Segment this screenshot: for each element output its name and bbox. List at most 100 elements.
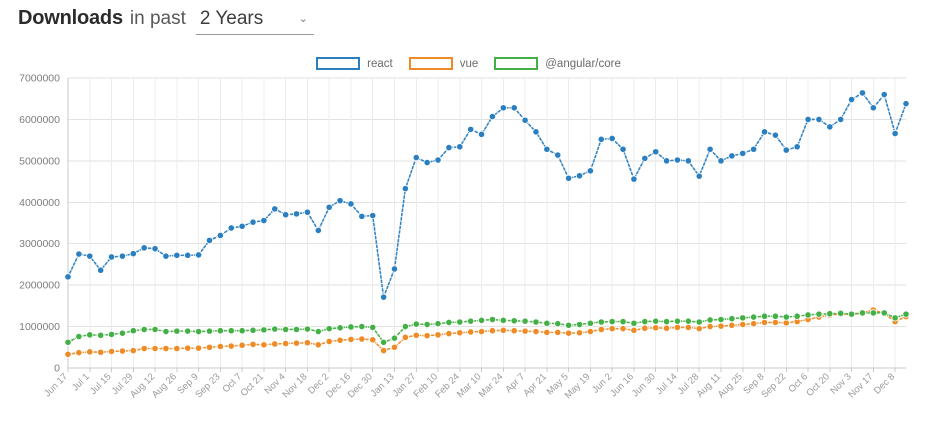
data-point-angularcore[interactable]: [662, 318, 671, 326]
data-point-angularcore[interactable]: [64, 338, 72, 346]
data-point-react[interactable]: [107, 253, 116, 261]
data-point-angularcore[interactable]: [303, 325, 312, 333]
data-point-react[interactable]: [673, 156, 682, 164]
data-point-angularcore[interactable]: [673, 317, 682, 325]
data-point-vue[interactable]: [477, 327, 486, 336]
data-point-vue[interactable]: [554, 328, 562, 336]
data-point-vue[interactable]: [194, 344, 203, 352]
data-point-angularcore[interactable]: [760, 312, 769, 320]
data-point-react[interactable]: [129, 250, 137, 258]
data-point-vue[interactable]: [369, 336, 377, 344]
data-point-angularcore[interactable]: [390, 334, 399, 342]
data-point-react[interactable]: [205, 236, 214, 244]
data-point-vue[interactable]: [456, 329, 464, 337]
data-point-angularcore[interactable]: [847, 310, 856, 318]
data-point-angularcore[interactable]: [401, 322, 409, 331]
data-point-react[interactable]: [891, 129, 899, 138]
data-point-react[interactable]: [586, 167, 594, 175]
data-point-angularcore[interactable]: [608, 318, 616, 326]
data-point-react[interactable]: [499, 104, 507, 112]
data-point-vue[interactable]: [401, 333, 409, 341]
data-point-vue[interactable]: [260, 341, 268, 349]
data-point-react[interactable]: [902, 100, 910, 108]
data-point-react[interactable]: [238, 222, 246, 230]
data-point-vue[interactable]: [249, 340, 257, 348]
data-point-vue[interactable]: [510, 327, 518, 335]
data-point-angularcore[interactable]: [706, 316, 714, 324]
data-point-vue[interactable]: [706, 322, 714, 331]
data-point-react[interactable]: [64, 273, 72, 281]
data-point-vue[interactable]: [75, 349, 83, 357]
data-point-react[interactable]: [728, 152, 736, 160]
data-point-vue[interactable]: [630, 326, 638, 334]
data-point-angularcore[interactable]: [173, 327, 181, 335]
data-point-vue[interactable]: [97, 348, 105, 356]
data-point-vue[interactable]: [467, 328, 475, 336]
data-point-angularcore[interactable]: [793, 312, 801, 320]
data-point-vue[interactable]: [717, 322, 725, 330]
data-point-react[interactable]: [510, 104, 518, 112]
data-point-react[interactable]: [641, 154, 649, 162]
data-point-react[interactable]: [86, 252, 94, 260]
data-point-angularcore[interactable]: [205, 327, 214, 335]
data-point-angularcore[interactable]: [815, 310, 823, 318]
data-point-angularcore[interactable]: [227, 327, 235, 335]
data-point-react[interactable]: [532, 128, 540, 136]
data-point-vue[interactable]: [739, 320, 747, 329]
data-point-react[interactable]: [771, 131, 780, 139]
data-point-vue[interactable]: [695, 325, 703, 333]
data-point-angularcore[interactable]: [477, 316, 486, 324]
data-point-react[interactable]: [847, 95, 856, 104]
data-point-vue[interactable]: [586, 327, 594, 336]
data-point-vue[interactable]: [271, 340, 279, 348]
data-point-react[interactable]: [75, 250, 83, 258]
data-point-vue[interactable]: [597, 325, 605, 334]
data-point-angularcore[interactable]: [282, 325, 290, 334]
data-point-angularcore[interactable]: [347, 323, 355, 331]
data-point-angularcore[interactable]: [521, 317, 529, 325]
data-point-vue[interactable]: [543, 328, 551, 336]
data-point-react[interactable]: [271, 205, 279, 213]
data-point-vue[interactable]: [390, 343, 399, 351]
data-point-vue[interactable]: [162, 344, 170, 353]
data-point-react[interactable]: [739, 149, 747, 158]
data-point-react[interactable]: [434, 156, 442, 164]
data-point-angularcore[interactable]: [488, 315, 497, 324]
data-point-vue[interactable]: [358, 335, 366, 343]
data-point-angularcore[interactable]: [619, 318, 627, 326]
data-point-vue[interactable]: [673, 323, 682, 331]
data-point-react[interactable]: [369, 211, 377, 220]
data-point-angularcore[interactable]: [565, 321, 573, 329]
data-point-react[interactable]: [793, 143, 801, 151]
data-point-vue[interactable]: [619, 325, 627, 333]
data-point-react[interactable]: [249, 218, 257, 226]
data-point-vue[interactable]: [118, 347, 127, 355]
data-point-vue[interactable]: [184, 344, 192, 352]
data-point-vue[interactable]: [412, 331, 420, 339]
data-point-angularcore[interactable]: [739, 314, 747, 322]
data-point-react[interactable]: [869, 104, 877, 112]
data-point-react[interactable]: [630, 175, 638, 183]
data-point-vue[interactable]: [380, 346, 388, 355]
data-point-angularcore[interactable]: [543, 319, 551, 327]
data-point-angularcore[interactable]: [902, 310, 910, 318]
data-point-angularcore[interactable]: [652, 317, 660, 325]
data-point-angularcore[interactable]: [314, 327, 322, 336]
data-point-vue[interactable]: [750, 320, 758, 328]
data-point-react[interactable]: [325, 203, 333, 211]
data-point-angularcore[interactable]: [445, 318, 453, 327]
data-point-angularcore[interactable]: [129, 327, 137, 335]
data-point-angularcore[interactable]: [717, 315, 725, 324]
data-point-react[interactable]: [445, 144, 453, 152]
data-point-vue[interactable]: [325, 337, 333, 346]
data-point-angularcore[interactable]: [804, 311, 812, 319]
data-point-angularcore[interactable]: [358, 322, 366, 331]
data-point-vue[interactable]: [499, 326, 507, 334]
data-point-react[interactable]: [684, 157, 692, 165]
data-point-angularcore[interactable]: [140, 325, 148, 334]
data-point-react[interactable]: [706, 145, 714, 153]
data-point-angularcore[interactable]: [184, 327, 192, 335]
data-point-react[interactable]: [118, 252, 127, 260]
data-point-vue[interactable]: [107, 347, 116, 356]
data-point-react[interactable]: [619, 145, 627, 153]
